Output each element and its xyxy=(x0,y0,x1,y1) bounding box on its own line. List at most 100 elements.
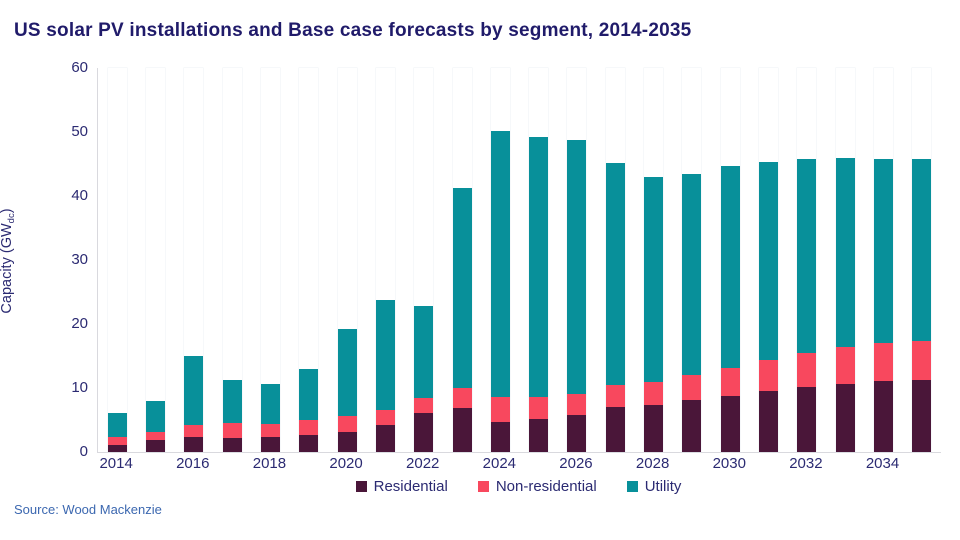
x-tick-label-2022: 2022 xyxy=(406,455,440,472)
x-tick-label-2026: 2026 xyxy=(559,455,593,472)
x-tick-label-2030: 2030 xyxy=(712,455,746,472)
bar-segment-non-residential-2022 xyxy=(414,397,434,413)
bar-segment-residential-2021 xyxy=(375,425,395,452)
bar-segment-residential-2031 xyxy=(759,391,779,452)
bar-segment-utility-2018 xyxy=(260,384,280,425)
bar-segment-utility-2025 xyxy=(529,137,549,397)
bar-segment-utility-2032 xyxy=(797,158,817,353)
bar-segment-utility-2031 xyxy=(759,162,779,360)
x-tick-label-2032: 2032 xyxy=(789,455,823,472)
y-axis-ticks: 0 10 20 30 40 50 60 xyxy=(50,59,88,460)
x-tick-label-2024: 2024 xyxy=(482,455,517,472)
legend-item-residential: Residential xyxy=(355,478,448,495)
bar-segment-utility-2015 xyxy=(145,401,165,433)
bar-segment-utility-2035 xyxy=(912,158,932,341)
bar-segment-residential-2023 xyxy=(452,408,472,452)
bar-segment-non-residential-2033 xyxy=(835,347,855,384)
bar-segment-utility-2024 xyxy=(490,131,510,397)
bar-2026 xyxy=(567,68,587,452)
bar-segment-non-residential-2029 xyxy=(682,374,702,400)
y-tick-label-30: 30 xyxy=(71,251,88,268)
y-tick-label-50: 50 xyxy=(71,123,88,140)
bar-segment-non-residential-2035 xyxy=(912,340,932,380)
bar-2028 xyxy=(644,68,664,452)
bar-segment-non-residential-2028 xyxy=(644,381,664,405)
bar-2015 xyxy=(145,68,165,452)
bar-2025 xyxy=(529,68,549,452)
bar-2034 xyxy=(874,68,894,452)
bar-2035 xyxy=(912,68,932,452)
bar-segment-utility-2030 xyxy=(720,165,740,368)
legend: Residential Non-residential Utility xyxy=(97,476,940,496)
bar-segment-residential-2017 xyxy=(222,437,242,452)
bar-segment-non-residential-2026 xyxy=(567,393,587,415)
bar-2033 xyxy=(835,68,855,452)
bar-segment-utility-2026 xyxy=(567,139,587,394)
bar-2030 xyxy=(720,68,740,452)
y-tick-label-40: 40 xyxy=(71,187,88,204)
source-text: Source: Wood Mackenzie xyxy=(14,502,162,517)
bar-segment-utility-2017 xyxy=(222,379,242,424)
bar-2018 xyxy=(260,68,280,452)
bar-segment-utility-2019 xyxy=(299,369,319,420)
bar-segment-utility-2034 xyxy=(874,158,894,344)
bar-segment-non-residential-2021 xyxy=(375,409,395,426)
bar-segment-utility-2020 xyxy=(337,329,357,417)
y-axis-label: Capacity (GWdc) xyxy=(0,131,17,391)
y-tick-label-0: 0 xyxy=(79,443,88,460)
bar-segment-non-residential-2031 xyxy=(759,359,779,392)
legend-label-utility: Utility xyxy=(644,477,682,495)
bar-2014 xyxy=(107,68,127,452)
bar-2024 xyxy=(490,68,510,452)
x-tick-label-2034: 2034 xyxy=(865,455,900,472)
legend-swatch-residential-icon xyxy=(355,480,367,492)
bar-2029 xyxy=(682,68,702,452)
bar-segment-residential-2035 xyxy=(912,379,932,452)
bar-segment-non-residential-2016 xyxy=(184,425,204,437)
bar-segment-utility-2027 xyxy=(605,163,625,386)
x-tick-label-2018: 2018 xyxy=(252,455,287,472)
bar-segment-non-residential-2017 xyxy=(222,423,242,438)
bar-segment-utility-2028 xyxy=(644,176,664,382)
bar-segment-utility-2021 xyxy=(375,300,395,410)
y-tick-label-10: 10 xyxy=(71,379,88,396)
bar-segment-residential-2018 xyxy=(260,437,280,452)
bar-segment-non-residential-2034 xyxy=(874,343,894,381)
bar-segment-non-residential-2019 xyxy=(299,420,319,435)
x-tick-label-2028: 2028 xyxy=(635,455,670,472)
bar-segment-residential-2016 xyxy=(184,436,204,452)
bar-segment-residential-2015 xyxy=(145,439,165,452)
bar-segment-non-residential-2015 xyxy=(145,432,165,440)
x-axis-labels: 2014 2016 2018 2020 2022 2024 2026 2028 2030 2032… xyxy=(97,455,940,475)
y-tick-label-60: 60 xyxy=(71,59,88,76)
bar-2017 xyxy=(222,68,242,452)
y-axis-label-main: Capacity (GW xyxy=(0,223,15,314)
bar-segment-residential-2033 xyxy=(835,383,855,452)
chart-title: US solar PV installations and Base case … xyxy=(14,20,692,41)
bar-2027 xyxy=(605,68,625,452)
bar-2031 xyxy=(759,68,779,452)
y-tick-label-20: 20 xyxy=(71,315,88,332)
legend-item-utility: Utility xyxy=(626,477,682,495)
bar-segment-residential-2026 xyxy=(567,414,587,452)
bar-2016 xyxy=(184,68,204,452)
bar-2032 xyxy=(797,68,817,452)
legend-label-non-residential: Non-residential xyxy=(495,477,597,495)
bar-segment-non-residential-2027 xyxy=(605,385,625,407)
x-tick-label-2020: 2020 xyxy=(329,455,363,472)
bar-segment-non-residential-2020 xyxy=(337,416,357,433)
bar-segment-residential-2024 xyxy=(490,421,510,452)
bar-segment-utility-2016 xyxy=(184,356,204,426)
bar-segment-residential-2019 xyxy=(299,434,319,452)
bar-segment-non-residential-2018 xyxy=(260,424,280,438)
x-tick-label-2014: 2014 xyxy=(99,455,133,472)
bar-segment-non-residential-2030 xyxy=(720,367,740,396)
bar-segment-non-residential-2025 xyxy=(529,396,549,420)
bar-2022 xyxy=(414,68,434,452)
bar-2020 xyxy=(337,68,357,452)
bar-segment-residential-2022 xyxy=(414,412,434,452)
bar-segment-residential-2029 xyxy=(682,399,702,452)
bar-segment-utility-2023 xyxy=(452,187,472,388)
x-tick-label-2016: 2016 xyxy=(176,455,210,472)
